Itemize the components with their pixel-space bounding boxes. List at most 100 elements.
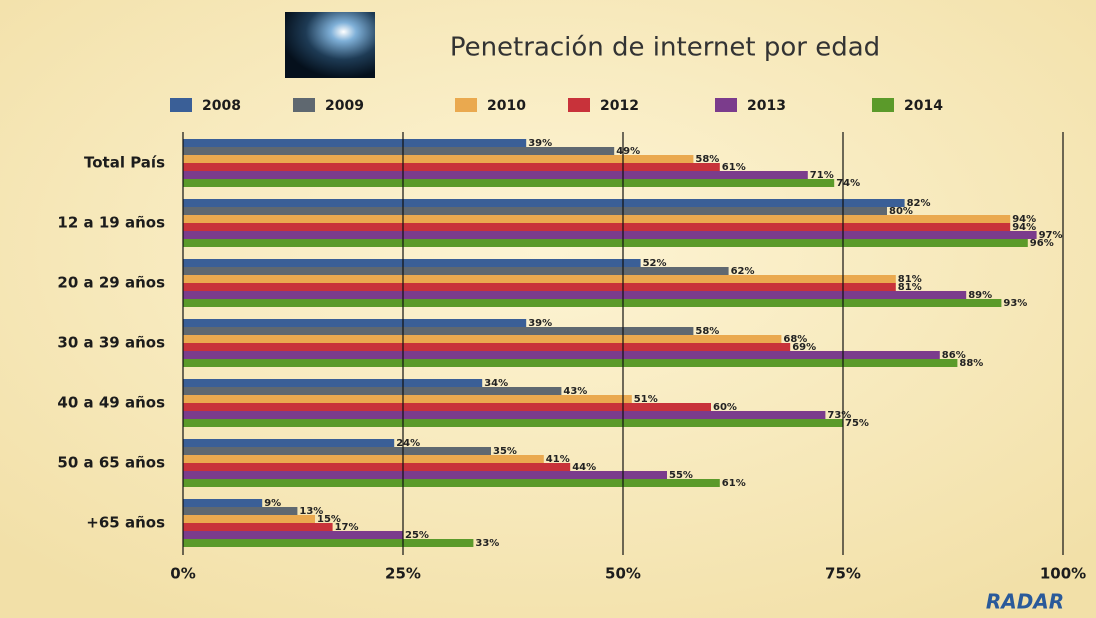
bar (183, 259, 641, 267)
y-tick-label: 12 a 19 años (57, 214, 165, 232)
value-label: 88% (959, 358, 983, 369)
bar (183, 267, 729, 275)
value-label: 34% (484, 378, 508, 389)
bar (183, 223, 1011, 231)
bar (183, 319, 527, 327)
bar (183, 139, 527, 147)
value-label: 49% (616, 146, 640, 157)
value-label: 61% (722, 162, 746, 173)
value-label: 52% (643, 258, 667, 269)
bar (183, 275, 896, 283)
value-label: 43% (563, 386, 587, 397)
legend-swatch (568, 98, 590, 112)
value-label: 75% (845, 418, 869, 429)
bar (183, 507, 298, 515)
chart-title: Penetración de internet por edad (450, 33, 880, 63)
bar (183, 207, 887, 215)
bar (183, 171, 808, 179)
y-tick-label: 50 a 65 años (57, 454, 165, 472)
y-tick-label: 40 a 49 años (57, 394, 165, 412)
value-label: 41% (546, 454, 570, 465)
value-label: 39% (528, 138, 552, 149)
x-tick-label: 50% (605, 565, 641, 583)
value-label: 93% (1003, 298, 1027, 309)
legend-label: 2013 (747, 98, 786, 114)
value-label: 74% (836, 178, 860, 189)
value-label: 96% (1030, 238, 1054, 249)
value-label: 94% (1012, 214, 1036, 225)
bar (183, 179, 835, 187)
value-label: 61% (722, 478, 746, 489)
bar (183, 199, 905, 207)
value-label: 82% (907, 198, 931, 209)
bar (183, 387, 562, 395)
value-label: 81% (898, 274, 922, 285)
value-label: 44% (572, 462, 596, 473)
bar (183, 455, 544, 463)
bar (183, 515, 315, 523)
y-tick-label: 30 a 39 años (57, 334, 165, 352)
value-label: 55% (669, 470, 693, 481)
bar (183, 335, 782, 343)
bar (183, 351, 940, 359)
bar (183, 155, 694, 163)
x-tick-label: 100% (1040, 565, 1086, 583)
value-label: 15% (317, 514, 341, 525)
bar (183, 299, 1002, 307)
bar (183, 479, 720, 487)
bar (183, 163, 720, 171)
legend-swatch (455, 98, 477, 112)
value-label: 13% (299, 506, 323, 517)
x-tick-label: 25% (385, 565, 421, 583)
bar (183, 439, 395, 447)
value-label: 69% (792, 342, 816, 353)
legend-label: 2010 (487, 98, 526, 114)
value-label: 81% (898, 282, 922, 293)
bar (183, 147, 615, 155)
value-label: 97% (1039, 230, 1063, 241)
value-label: 89% (968, 290, 992, 301)
legend-swatch (293, 98, 315, 112)
value-label: 17% (335, 522, 359, 533)
value-label: 94% (1012, 222, 1036, 233)
bar (183, 463, 571, 471)
bar (183, 523, 333, 531)
bar (183, 291, 967, 299)
value-label: 24% (396, 438, 420, 449)
header-image (285, 12, 375, 78)
value-label: 73% (827, 410, 851, 421)
bar (183, 539, 474, 547)
bar (183, 471, 667, 479)
value-label: 35% (493, 446, 517, 457)
value-label: 33% (475, 538, 499, 549)
bar (183, 343, 791, 351)
value-label: 51% (634, 394, 658, 405)
value-label: 60% (713, 402, 737, 413)
bar (183, 447, 491, 455)
legend-swatch (872, 98, 894, 112)
x-tick-label: 0% (170, 565, 195, 583)
value-label: 62% (731, 266, 755, 277)
legend-swatch (170, 98, 192, 112)
bar (183, 419, 843, 427)
value-label: 58% (695, 154, 719, 165)
value-label: 58% (695, 326, 719, 337)
value-label: 39% (528, 318, 552, 329)
bar (183, 411, 826, 419)
y-tick-label: +65 años (86, 514, 165, 532)
value-label: 25% (405, 530, 429, 541)
legend-swatch (715, 98, 737, 112)
y-tick-label: Total País (84, 154, 165, 172)
logo: RADAR (986, 590, 1064, 614)
bar (183, 379, 483, 387)
bar (183, 327, 694, 335)
bar (183, 231, 1037, 239)
legend-label: 2009 (325, 98, 364, 114)
legend-label: 2008 (202, 98, 241, 114)
legend-label: 2012 (600, 98, 639, 114)
bar (183, 215, 1011, 223)
value-label: 86% (942, 350, 966, 361)
value-label: 68% (783, 334, 807, 345)
bar (183, 395, 632, 403)
